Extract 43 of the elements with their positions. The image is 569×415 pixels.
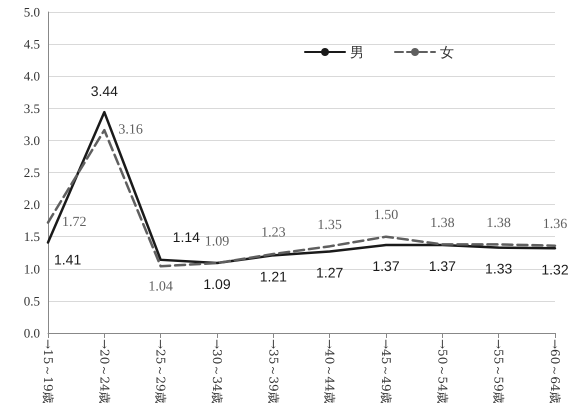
- x-tick-label: →20～24歳: [97, 339, 112, 404]
- data-label: 1.72: [62, 215, 86, 230]
- data-label: 1.21: [260, 268, 288, 284]
- legend-label: 男: [350, 44, 364, 60]
- data-label: 1.37: [372, 258, 400, 274]
- x-tick-label: →35～39歳: [266, 339, 280, 404]
- y-tick-label: 4.0: [24, 68, 40, 84]
- x-tick-label: →55～59歳: [492, 339, 506, 404]
- data-label: 1.50: [374, 208, 398, 224]
- y-tick-label: 1.0: [24, 261, 40, 276]
- x-tick-label: →50～54歳: [435, 339, 450, 404]
- y-tick-label: 2.0: [24, 197, 40, 212]
- data-label: 1.27: [316, 264, 344, 280]
- x-tick-label: →40～44歳: [322, 339, 337, 404]
- y-tick-label: 3.0: [24, 132, 40, 148]
- data-label: 1.35: [317, 218, 342, 233]
- legend-label: 女: [440, 44, 454, 60]
- x-tick-label: →30～34歳: [210, 339, 224, 404]
- y-tick-label: 4.5: [24, 36, 40, 52]
- data-label: 1.32: [541, 261, 569, 278]
- x-tick-label: →15～19歳: [41, 339, 55, 404]
- y-tick-label: 5.0: [24, 4, 40, 20]
- data-label: 3.16: [118, 122, 143, 138]
- x-tick-label: →25～29歳: [154, 339, 168, 404]
- data-label: 1.38: [486, 216, 511, 231]
- data-label: 1.23: [261, 226, 286, 241]
- data-label: 3.44: [90, 83, 118, 100]
- data-label: 1.41: [54, 251, 82, 268]
- data-label: 1.14: [172, 228, 200, 245]
- y-tick-label: 1.5: [24, 229, 40, 244]
- data-label: 1.09: [203, 276, 231, 292]
- y-tick-label: 3.5: [24, 100, 40, 116]
- data-label: 1.09: [204, 234, 230, 250]
- data-label: 1.37: [428, 258, 456, 274]
- x-tick-label: →60～64歳: [548, 339, 562, 404]
- data-label: 1.04: [148, 280, 173, 295]
- y-tick-label: 0.5: [24, 293, 40, 308]
- data-label: 1.38: [430, 216, 455, 231]
- y-tick-label: 2.5: [24, 165, 40, 180]
- y-tick-label: 0.0: [24, 326, 40, 340]
- data-label: 1.33: [485, 260, 513, 277]
- x-tick-label: →45～49歳: [379, 339, 393, 404]
- data-label: 1.36: [542, 217, 568, 232]
